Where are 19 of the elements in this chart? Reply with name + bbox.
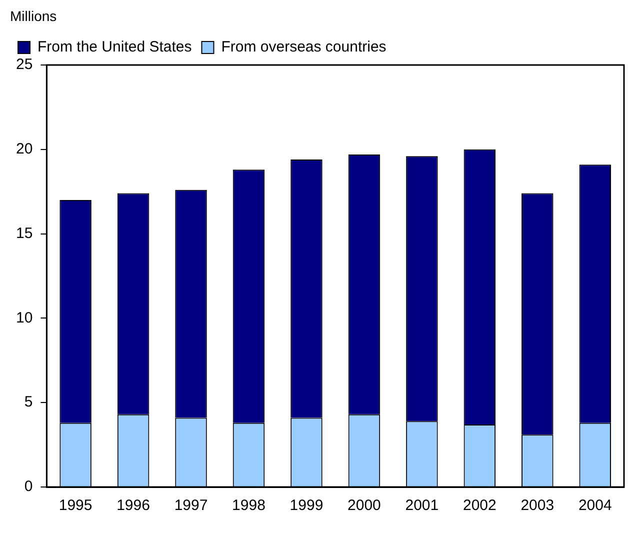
y-tick-label: 25 — [16, 56, 33, 74]
x-tick-label: 2004 — [578, 497, 612, 514]
x-tick-label: 2001 — [405, 497, 439, 514]
x-tick-label: 1999 — [290, 497, 324, 514]
y-tick-label: 5 — [24, 394, 33, 411]
y-tick-label: 20 — [16, 140, 33, 158]
y-tick-label: 0 — [24, 478, 33, 496]
x-tick-label: 1998 — [232, 497, 266, 514]
x-tick-label: 1996 — [116, 497, 150, 514]
y-tick-label: 10 — [16, 309, 33, 326]
x-tick-label: 2003 — [520, 497, 554, 514]
legend-label: From the United States — [38, 38, 192, 56]
x-tick-label: 1995 — [58, 497, 92, 514]
x-tick-label: 2000 — [348, 497, 381, 514]
legend-label: From overseas countries — [221, 38, 386, 56]
y-axis-title: Millions — [10, 8, 58, 26]
x-tick-label: 2002 — [462, 497, 496, 514]
y-tick-label: 15 — [16, 224, 33, 242]
x-tick-label: 1997 — [174, 497, 208, 514]
